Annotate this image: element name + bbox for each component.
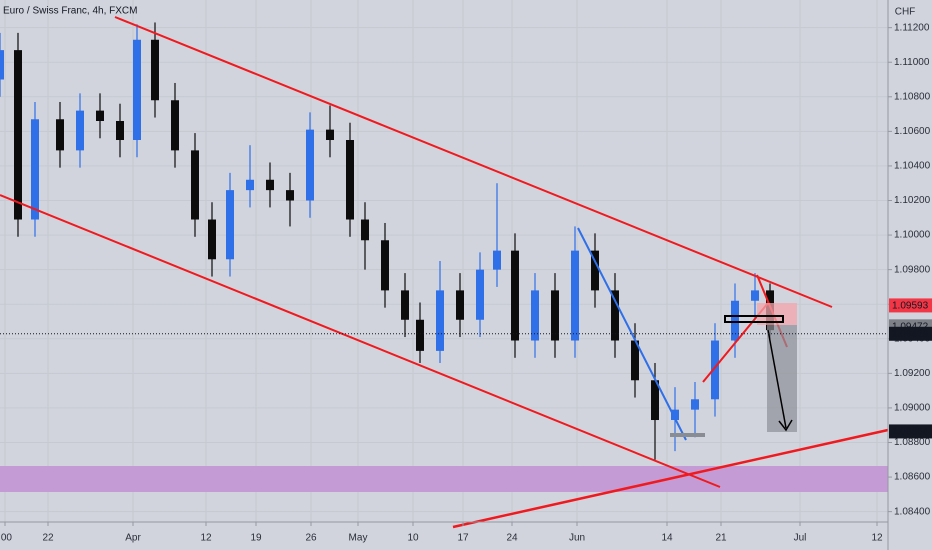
- x-tick-label: 24: [506, 533, 518, 544]
- candle-body: [671, 409, 679, 421]
- x-tick-label: Apr: [125, 533, 141, 544]
- y-tick-label: 1.09000: [894, 403, 931, 414]
- chart-title: Euro / Swiss Franc, 4h, FXCM: [3, 6, 137, 17]
- arrow-line: [767, 329, 787, 429]
- candle-body: [151, 39, 159, 101]
- candle-body: [476, 269, 484, 320]
- x-tick-label: 10: [407, 533, 419, 544]
- candle-body: [711, 340, 719, 400]
- x-tick-label: 14: [661, 533, 673, 544]
- candle-body: [286, 190, 294, 201]
- y-tick-label: 1.08600: [894, 472, 931, 483]
- x-tick-label: 22: [42, 533, 54, 544]
- candle-body: [631, 340, 639, 381]
- channel-lower: [0, 194, 721, 488]
- stop-zone: [757, 303, 797, 325]
- drawings: [0, 16, 889, 529]
- trend-line-blue: [577, 227, 687, 441]
- range-box: [724, 315, 784, 323]
- x-tick-label: 26: [305, 533, 317, 544]
- candle-body: [326, 129, 334, 141]
- y-tick-label: 1.10000: [894, 230, 931, 241]
- trend-line-rising: [452, 428, 889, 529]
- candle-body: [191, 150, 199, 220]
- candle-body: [171, 100, 179, 151]
- currency-label: CHF: [895, 7, 916, 18]
- target-zone: [767, 325, 797, 432]
- x-tick-label: 17: [457, 533, 469, 544]
- candle-body: [266, 179, 274, 191]
- x-tick-label: 12: [871, 533, 883, 544]
- candle-body: [611, 290, 619, 341]
- price-label-box: [889, 298, 932, 313]
- candle-body: [531, 290, 539, 341]
- support-zone: [0, 466, 888, 492]
- y-tick-label: 1.09200: [894, 368, 931, 379]
- candle-body: [511, 250, 519, 341]
- candle-body: [116, 120, 124, 141]
- candle-body: [76, 110, 84, 151]
- y-tick-label: 1.09800: [894, 264, 931, 275]
- y-tick-label: 1.10400: [894, 161, 931, 172]
- y-tick-label: 1.08400: [894, 506, 931, 517]
- x-tick-label: 12: [200, 533, 212, 544]
- x-tick-label: Jul: [794, 533, 807, 544]
- candle-body: [691, 399, 699, 410]
- price-label-box: [889, 424, 932, 439]
- candle-body: [246, 179, 254, 191]
- candle-body: [401, 290, 409, 320]
- price-label: 1.08864: [892, 427, 929, 438]
- candle-body: [381, 240, 389, 291]
- candle-body: [651, 380, 659, 421]
- candle-body: [591, 250, 599, 291]
- candles: [0, 22, 774, 460]
- y-tick-label: 1.10600: [894, 126, 931, 137]
- x-tick-label: May: [349, 533, 368, 544]
- candle-body: [31, 119, 39, 220]
- candle-body: [551, 290, 559, 341]
- y-tick-label: 1.10800: [894, 91, 931, 102]
- candle-body: [751, 290, 759, 301]
- y-tick-label: 1.11000: [894, 57, 930, 68]
- price-label-box: [889, 326, 932, 341]
- candle-body: [361, 219, 369, 241]
- channel-upper: [114, 16, 833, 308]
- candle-body: [731, 300, 739, 341]
- x-tick-label: :00: [0, 533, 12, 544]
- x-tick-label: 21: [715, 533, 727, 544]
- y-tick-label: 1.11200: [894, 22, 930, 33]
- arrow-head: [778, 419, 793, 432]
- price-label: 1.09429: [892, 329, 929, 340]
- candle-body: [208, 219, 216, 260]
- candle-body: [346, 140, 354, 220]
- grid: [0, 0, 888, 522]
- candle-body: [133, 39, 141, 141]
- candle-body: [571, 250, 579, 341]
- candle-body: [14, 50, 22, 220]
- candle-body: [456, 290, 464, 320]
- candle-body: [0, 50, 4, 80]
- x-tick-label: Jun: [569, 533, 585, 544]
- candle-body: [56, 119, 64, 151]
- candle-body: [306, 129, 314, 201]
- low-box: [670, 433, 705, 437]
- y-tick-label: 1.08800: [894, 437, 931, 448]
- candle-body: [493, 250, 501, 270]
- y-tick-label: 1.10200: [894, 195, 931, 206]
- candle-body: [96, 110, 104, 121]
- candle-body: [226, 190, 234, 260]
- x-tick-label: 19: [250, 533, 262, 544]
- candle-body: [416, 319, 424, 351]
- candle-body: [436, 290, 444, 351]
- price-label: 1.09593: [892, 301, 929, 312]
